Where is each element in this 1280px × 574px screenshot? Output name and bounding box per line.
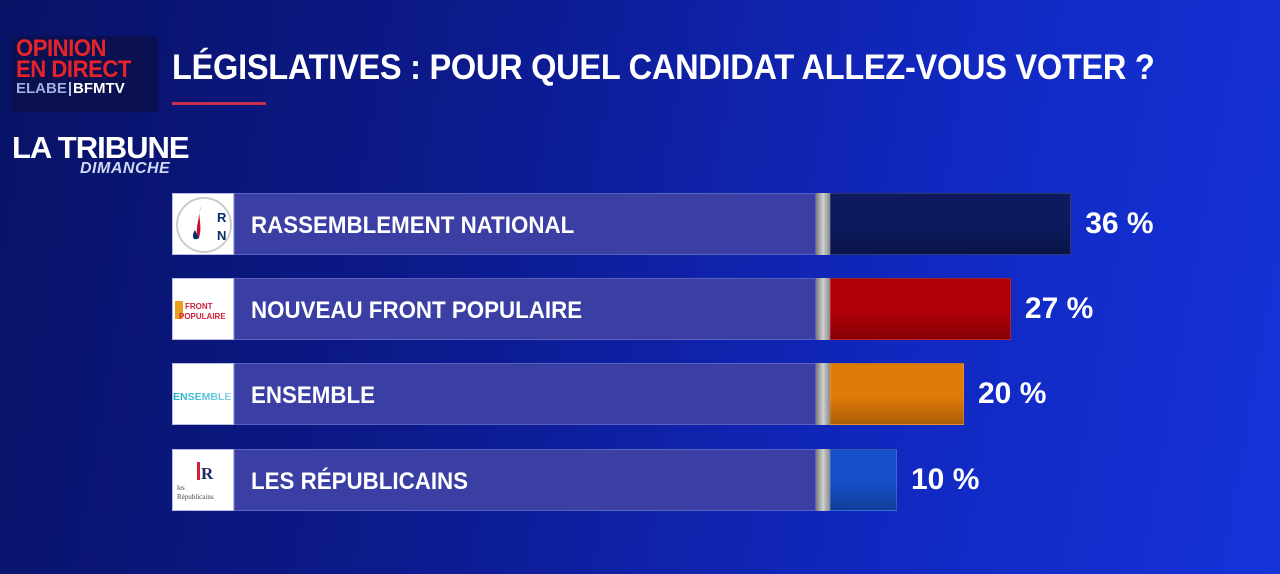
svg-text:Républicains: Républicains: [177, 493, 214, 501]
svg-text:les: les: [177, 484, 185, 492]
bar-0: [830, 193, 1072, 255]
bar-value-label: 10 %: [911, 463, 980, 496]
svg-text:POPULAIRE: POPULAIRE: [179, 312, 226, 321]
party-label-panel: RASSEMBLEMENT NATIONAL: [234, 193, 816, 255]
bar-value-label: 27 %: [1024, 292, 1094, 325]
bar-divider: [816, 449, 830, 511]
party-name: RASSEMBLEMENT NATIONAL: [251, 212, 575, 239]
svg-text:ENSEMBLE: ENSEMBLE: [173, 391, 231, 403]
elabe-label: ELABE: [16, 80, 67, 97]
la-tribune-logo: LA TRIBUNE: [12, 130, 190, 165]
brand-separator: |: [67, 80, 73, 97]
poll-row: FRONT POPULAIRE NOUVEAU FRONT POPULAIRE 27 …: [172, 278, 1272, 340]
brand-sources: ELABE|BFMTV: [16, 80, 154, 98]
bar-2: [830, 363, 964, 425]
brand-line1: OPINION: [16, 35, 107, 62]
svg-text:R: R: [217, 210, 227, 225]
bar-value-label: 20 %: [978, 377, 1047, 410]
party-name: LES RÉPUBLICAINS: [251, 468, 469, 495]
bar-divider: [816, 193, 830, 255]
brand-line2: EN DIRECT: [16, 56, 131, 83]
ensemble-logo-icon: ENSEMBLE: [173, 391, 231, 403]
svg-text:N: N: [217, 228, 226, 243]
party-label-panel: NOUVEAU FRONT POPULAIRE: [234, 278, 816, 340]
party-name: ENSEMBLE: [251, 382, 376, 409]
rn-logo-icon: RN: [176, 197, 232, 253]
party-name: NOUVEAU FRONT POPULAIRE: [251, 297, 583, 324]
svg-text:R: R: [201, 464, 214, 483]
poll-row: R N RASSEMBLEMENT NATIONAL 36 %: [172, 193, 1272, 255]
party-logo: FRONT POPULAIRE: [172, 278, 234, 340]
la-tribune-dimanche: DIMANCHE: [80, 160, 171, 177]
party-logo: ENSEMBLE: [172, 363, 234, 425]
bar-1: [830, 278, 1011, 340]
title-underline: [172, 102, 266, 105]
bar-divider: [816, 363, 830, 425]
bfmtv-label: BFMTV: [73, 80, 125, 97]
bar-divider: [816, 278, 830, 340]
page-title: LÉGISLATIVES : POUR QUEL CANDIDAT ALLEZ-…: [172, 48, 1155, 87]
opinion-en-direct-logo: OPINION EN DIRECT ELABE|BFMTV: [12, 36, 158, 112]
party-label-panel: ENSEMBLE: [234, 363, 816, 425]
bar-value-label: 36 %: [1085, 207, 1154, 240]
bar-3: [830, 449, 897, 511]
party-label-panel: LES RÉPUBLICAINS: [234, 449, 816, 511]
svg-text:FRONT: FRONT: [185, 302, 213, 311]
poll-row: ENSEMBLE ENSEMBLE 20 %: [172, 363, 1272, 425]
